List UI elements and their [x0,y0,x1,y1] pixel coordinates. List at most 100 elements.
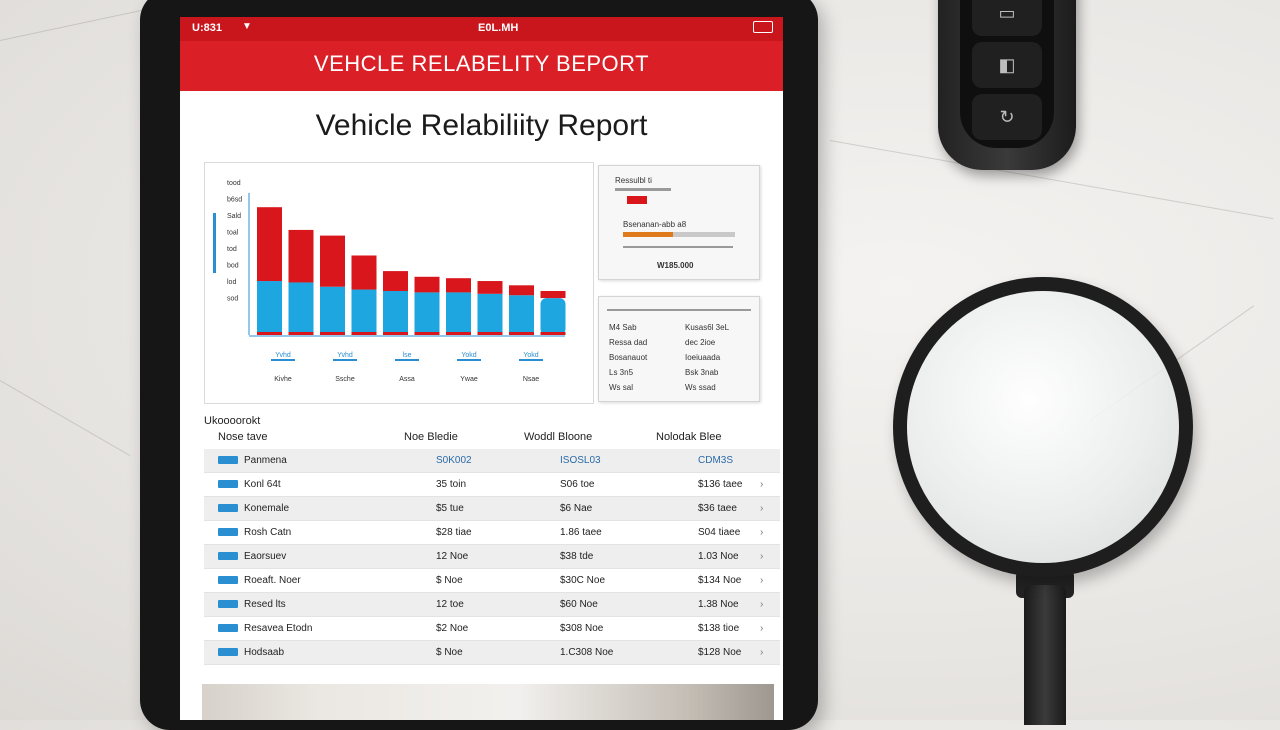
table-caption: Ukoooorokt [204,415,261,427]
bar-segment-upper [351,255,377,290]
table-cell-name: Roeaft. Noer [244,575,301,586]
table-cell-c1: $ Noe [436,647,463,658]
tablet-screen: U:831 ▼ E0L.MH VEHCLE RELABELITY BEPORT … [180,17,783,720]
column-header-name[interactable]: Nose tave [218,431,268,443]
table-row[interactable]: Resavea Etodn $2 Noe $308 Noe $138 tioe › [204,617,780,641]
table-cell-c1: $28 tiae [436,527,472,538]
table-cell-c2: ISOSL03 [560,455,601,466]
bar-segment-lower [383,290,408,335]
table-cell-name: Rosh Catn [244,527,292,538]
row-color-badge [218,456,238,464]
card-progress-bar [623,232,735,237]
y-tick-label: Sald [227,213,241,220]
row-color-badge [218,648,238,656]
card-progress-fill [623,232,674,237]
table-row[interactable]: Konemale $5 tue $6 Nae $36 taee › [204,497,780,521]
x-tick-underline [519,359,543,361]
table-cell-name: Resavea Etodn [244,623,313,634]
table-row[interactable]: Rosh Catn $28 tiae 1.86 taee S04 tiaee › [204,521,780,545]
table-cell-name: Eaorsuev [244,551,287,562]
chevron-right-icon: › [760,479,764,490]
x-tick-underline [333,359,357,361]
x-tick-underline [271,359,295,361]
bar-segment-upper [540,290,566,299]
table-cell-c2: $30C Noe [560,575,606,586]
column-header-3[interactable]: Nolodak Blee [656,431,722,443]
table-cell-c3: CDM3S [698,455,734,466]
bar-segment-upper [320,235,345,287]
bar-segment-upper [288,229,314,283]
table-cell-c1: $2 Noe [436,623,469,634]
chevron-right-icon: › [760,647,764,658]
table-row[interactable]: Roeaft. Noer $ Noe $30C Noe $134 Noe › [204,569,780,593]
table-cell-c3: $128 Noe [698,647,742,658]
bar-segment-lower [540,298,566,335]
details-card-value: Ressa dad [609,338,648,347]
table-body: Panmena S0K002 ISOSL03 CDM3S Konl 64t 35 toin… [204,449,780,665]
column-header-1[interactable]: Noe Bledie [404,431,458,443]
bar-segment-lower [509,295,534,335]
table-cell-name: Konl 64t [244,479,281,490]
table-cell-c2: $6 Nae [560,503,593,514]
car-key-fob: ▭ ◧ ↻ [938,0,1076,170]
card-total: W185.000 [657,261,694,270]
table-cell-c3: $136 taee [698,479,743,490]
row-color-badge [218,504,238,512]
status-time: U:831 [192,22,222,34]
details-card-value: Bosanauot [609,353,648,362]
table-cell-c1: 35 toin [436,479,467,490]
bar-segment-lower [288,282,314,335]
column-header-2[interactable]: Woddl Bloone [524,431,593,443]
table-cell-c3: $134 Noe [698,575,742,586]
details-card-value: Ioeiuaada [685,353,721,362]
table-cell-c1: 12 toe [436,599,464,610]
table-row[interactable]: Resed lts 12 toe $60 Noe 1.38 Noe › [204,593,780,617]
x-tick-label: lse [403,352,412,359]
table-cell-c2: $38 tde [560,551,594,562]
x-category-label: Ssche [335,376,355,383]
table-cell-c1: S0K002 [436,455,472,466]
row-color-badge [218,528,238,536]
chevron-right-icon: › [760,551,764,562]
bar-chart-svg: tood b6sd Sald toal tod bod lod sod Yvhd Kivhe Yvh… [213,180,566,383]
table-cell-c1: $ Noe [436,575,463,586]
table-cell-c2: 1.86 taee [560,527,602,538]
report-title: Vehicle Relabiliity Report [315,109,648,142]
table-cell-c2: $60 Noe [560,599,598,610]
bar-base [540,332,566,335]
details-card[interactable]: M4 Sab Kusas6l 3eL Ressa dad dec 2ioe Bosana… [598,296,760,402]
table-header: Nose tave Noe Bledie Woddl Bloone Noloda… [204,429,780,447]
reliability-chart[interactable]: tood b6sd Sald toal tod bod lod sod Yvhd Kivhe Yvh… [204,162,594,404]
bar-segment-lower [446,292,471,335]
bar-segment-lower [320,286,345,335]
bar-segment-upper [509,285,534,296]
card-divider [623,246,733,248]
chevron-right-icon: › [760,623,764,634]
x-tick-label: Yokd [461,352,476,359]
bar-segment-upper [414,276,440,293]
card-divider [615,188,671,191]
table-cell-c2: S06 toe [560,479,595,490]
bar-segment-upper [446,278,471,293]
x-tick-label: Yokd [523,352,538,359]
details-card-value: M4 Sab [609,323,637,332]
bar-segment-lower [477,293,503,335]
table-row[interactable]: Konl 64t 35 toin S06 toe $136 taee › [204,473,780,497]
y-tick-label: sod [227,296,238,303]
table-row[interactable]: Eaorsuev 12 Noe $38 tde 1.03 Noe › [204,545,780,569]
row-color-badge [218,624,238,632]
table-row[interactable]: Hodsaab $ Noe 1.C308 Noe $128 Noe › [204,641,780,665]
y-tick-label: bod [227,263,239,270]
x-category-label: Ywae [460,376,478,383]
key-fob-trunk-button: ▭ [972,0,1042,36]
bar-base [351,332,377,335]
table-cell-c3: $138 tioe [698,623,740,634]
key-fob-unlock-button: ↻ [972,94,1042,140]
details-card-value: Kusas6l 3eL [685,323,730,332]
y-tick-label: toal [227,230,239,237]
summary-card[interactable]: Ressulbl ti Bsenanan-abb a8 W185.000 [598,165,760,280]
table-row[interactable]: Panmena S0K002 ISOSL03 CDM3S [204,449,780,473]
card-heading: Ressulbl ti [615,176,652,185]
card-subtitle: Bsenanan-abb a8 [623,220,687,229]
bar-segment-upper [383,271,408,291]
